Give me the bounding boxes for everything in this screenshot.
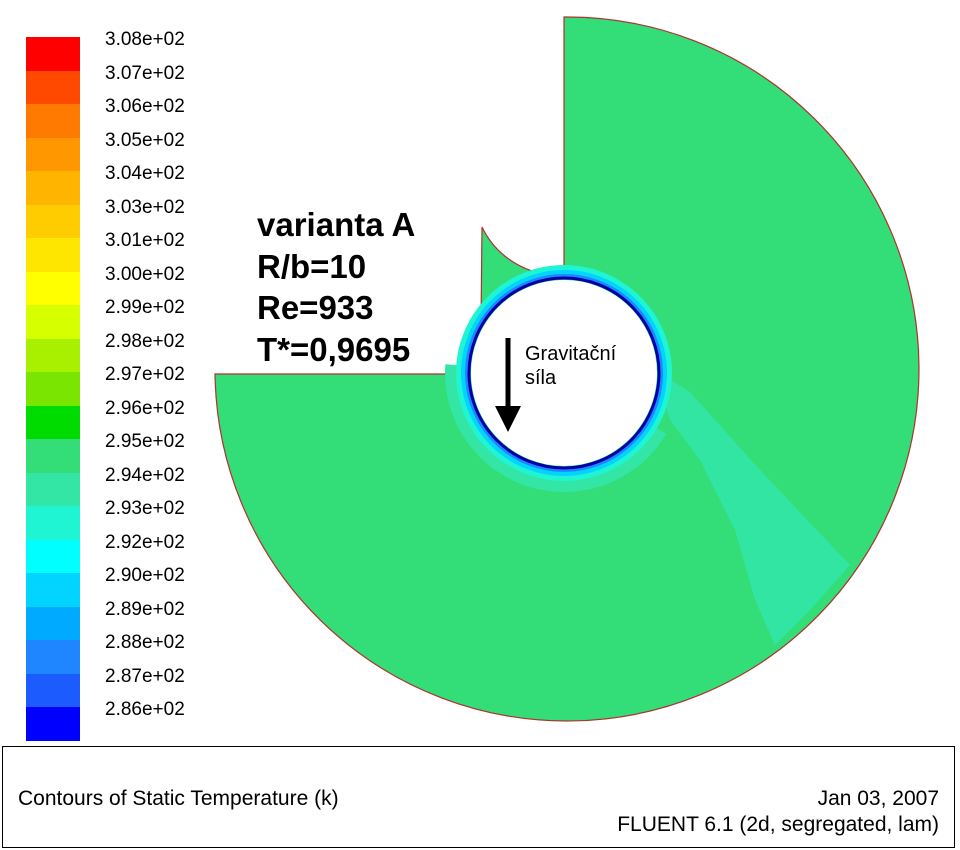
- legend-tick-label: 3.05e+02: [105, 129, 185, 151]
- temperature-ratio-label: T*=0,9695: [257, 330, 411, 368]
- legend-tick-label: 3.04e+02: [105, 163, 185, 184]
- cylinder: [471, 280, 657, 466]
- legend-tick-label: 2.88e+02: [105, 632, 185, 653]
- legend-tick-label: 2.89e+02: [105, 598, 185, 620]
- legend-swatch: [26, 640, 80, 674]
- gravity-label-line2: síla: [525, 367, 557, 389]
- legend-swatch: [26, 338, 80, 372]
- legend-swatch: [26, 271, 80, 305]
- variant-label: varianta A: [257, 206, 416, 243]
- legend-swatch: [26, 405, 80, 439]
- plot-caption: Contours of Static Temperature (k): [18, 787, 339, 810]
- legend-swatch: [26, 472, 80, 506]
- legend-tick-label: 3.08e+02: [105, 29, 185, 50]
- legend-swatch: [26, 37, 80, 71]
- legend-swatch: [26, 137, 80, 171]
- legend-swatch: [26, 104, 80, 138]
- case-annotation: varianta A R/b=10 Re=933 T*=0,9695: [257, 204, 415, 370]
- caption-box: Contours of Static Temperature (k) Jan 0…: [2, 746, 955, 848]
- legend-tick-label: 2.90e+02: [105, 565, 185, 586]
- legend-swatch: [26, 238, 80, 272]
- gravity-label-line1: Gravitační: [525, 343, 617, 365]
- legend-tick-label: 2.97e+02: [105, 364, 185, 385]
- thermal-wake: [655, 370, 850, 645]
- gravity-label: Gravitační síla: [525, 342, 616, 390]
- legend-swatch: [26, 171, 80, 205]
- legend-tick-label: 2.87e+02: [105, 665, 185, 687]
- ratio-label: R/b=10: [257, 247, 367, 285]
- legend-swatch: [26, 439, 80, 473]
- plot-date: Jan 03, 2007: [817, 787, 939, 810]
- legend-swatch: [26, 539, 80, 573]
- legend-swatch: [26, 305, 80, 339]
- legend-swatch: [26, 707, 80, 741]
- legend-tick-label: 2.95e+02: [105, 431, 185, 452]
- legend-swatch: [26, 673, 80, 707]
- legend-swatch: [26, 506, 80, 540]
- legend-tick-label: 3.03e+02: [105, 196, 185, 218]
- contour-plot: [214, 16, 920, 722]
- legend-tick-label: 2.93e+02: [105, 498, 185, 519]
- reynolds-label: Re=933: [257, 289, 374, 326]
- legend-tick-label: 3.06e+02: [105, 96, 185, 117]
- legend-tick-label: 2.86e+02: [105, 699, 185, 720]
- legend-tick-label: 2.96e+02: [105, 397, 185, 419]
- legend-swatch: [26, 372, 80, 406]
- boundary-layer: [445, 254, 683, 492]
- legend-tick-label: 2.92e+02: [105, 531, 185, 553]
- solver-info: FLUENT 6.1 (2d, segregated, lam): [617, 813, 939, 836]
- legend-swatch: [26, 606, 80, 640]
- legend-swatch: [26, 573, 80, 607]
- gravity-arrow-icon: [495, 338, 521, 432]
- legend-tick-label: 2.99e+02: [105, 297, 185, 318]
- legend-tick-label: 2.98e+02: [105, 330, 185, 352]
- legend-tick-label: 3.00e+02: [105, 263, 185, 285]
- legend-swatch: [26, 204, 80, 238]
- legend-tick-label: 3.07e+02: [105, 62, 185, 84]
- legend-swatch: [26, 70, 80, 104]
- legend-tick-label: 2.94e+02: [105, 464, 185, 486]
- legend-tick-label: 3.01e+02: [105, 230, 185, 251]
